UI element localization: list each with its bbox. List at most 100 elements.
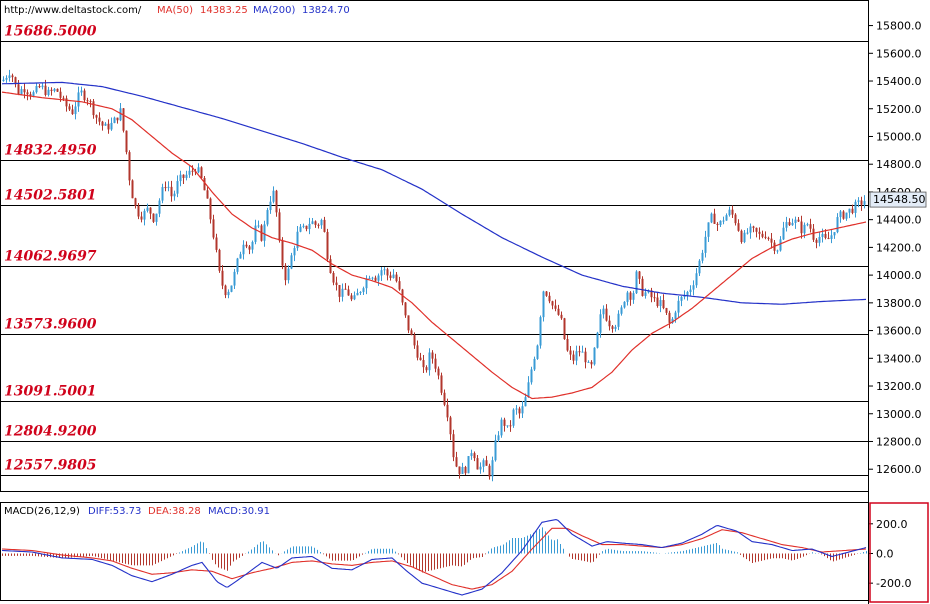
candle-body — [551, 301, 554, 306]
macd-value-label: MACD:30.91 — [208, 506, 270, 517]
candle-body — [299, 226, 302, 232]
candle-body — [215, 237, 218, 250]
candle-body — [695, 273, 698, 286]
level-label: 14502.5801 — [4, 188, 97, 204]
main-panel-frame — [0, 0, 869, 492]
candle-body — [452, 434, 455, 458]
candle-body — [71, 109, 74, 115]
candle-body — [326, 231, 329, 260]
y-tick-label: 14800.0 — [876, 158, 922, 171]
candle-body — [176, 181, 179, 194]
candle-body — [38, 86, 41, 88]
candle-body — [434, 358, 437, 369]
candle-body — [32, 92, 35, 97]
level-label: 12557.9805 — [4, 458, 97, 474]
candle-body — [494, 440, 497, 461]
y-tick-label: 13400.0 — [876, 352, 922, 365]
y-tick-label: 15400.0 — [876, 75, 922, 88]
candle-body — [527, 382, 530, 398]
candle-body — [797, 219, 800, 222]
candle-body — [794, 219, 797, 223]
candle-body — [497, 435, 500, 441]
last-price-tag: 14548.50 — [869, 191, 927, 208]
candle-body — [191, 170, 194, 172]
candle-body — [686, 292, 689, 296]
candle-body — [758, 231, 761, 234]
candle-body — [788, 222, 791, 226]
candle-body — [485, 460, 488, 466]
candle-body — [842, 211, 845, 219]
candle-body — [290, 255, 293, 269]
candle-body — [236, 258, 239, 272]
candle-body — [317, 224, 320, 226]
candle-body — [818, 236, 821, 243]
candle-body — [512, 409, 515, 426]
candle-body — [368, 277, 371, 279]
candle-body — [26, 92, 29, 95]
candle-body — [443, 392, 446, 405]
ma200-line — [1, 81, 867, 305]
y-tick-label: 13800.0 — [876, 297, 922, 310]
ma200-legend-value: 13824.70 — [302, 5, 350, 16]
candle-body — [182, 174, 185, 178]
candle-body — [722, 220, 725, 222]
candle-body — [596, 332, 599, 348]
last-price-label: 14548.50 — [873, 193, 926, 206]
candle-body — [359, 291, 362, 293]
candle-body — [830, 235, 833, 239]
candle-body — [242, 244, 245, 255]
candle-body — [203, 177, 206, 191]
candle-body — [776, 250, 779, 252]
y-tick-label: 15600.0 — [876, 47, 922, 60]
candle-body — [329, 259, 332, 273]
candle-body — [707, 222, 710, 237]
candle-body — [539, 317, 542, 346]
candle-body — [590, 361, 593, 365]
candle-body — [284, 265, 287, 281]
candle-body — [356, 292, 359, 296]
candle-body — [725, 215, 728, 221]
candle-body — [656, 297, 659, 307]
candle-body — [161, 187, 164, 201]
candle-body — [125, 130, 128, 153]
candle-body — [692, 285, 695, 290]
candle-body — [620, 307, 623, 314]
y-axis-ticks: 12600.0 12800.0 13000.0 13200.0 13400.0 13600… — [868, 20, 922, 476]
candle-body — [743, 232, 746, 243]
macd-y-axis-ticks: 200.0 0.0 -200.0 — [868, 518, 911, 590]
candle-body — [767, 237, 770, 239]
candle-body — [524, 397, 527, 407]
candle-body — [659, 300, 662, 307]
candle-body — [569, 350, 572, 355]
candle-body — [101, 121, 104, 126]
candle-body — [665, 308, 668, 313]
candle-body — [335, 282, 338, 286]
level-label: 14062.9697 — [4, 249, 97, 265]
candle-body — [5, 77, 8, 80]
candle-body — [668, 312, 671, 323]
candle-body — [41, 85, 44, 88]
candle-body — [323, 219, 326, 232]
candle-body — [218, 249, 221, 271]
candle-body — [269, 201, 272, 211]
candle-body — [167, 186, 170, 188]
candle-body — [23, 89, 26, 93]
support-resistance-levels: 15686.5000 14832.4950 14502.5801 14062.9697… — [0, 24, 868, 476]
candle-body — [623, 301, 626, 308]
candle-body — [506, 425, 509, 427]
candle-body — [122, 108, 125, 131]
candle-body — [44, 85, 47, 95]
candle-body — [578, 351, 581, 353]
candle-body — [254, 225, 257, 242]
candle-body — [251, 241, 254, 250]
candle-body — [383, 269, 386, 271]
ma200-legend-label: MA(200) — [253, 5, 295, 16]
candle-body — [287, 268, 290, 281]
level-label: 14832.4950 — [4, 143, 97, 159]
candle-body — [263, 224, 266, 241]
candle-body — [17, 84, 20, 95]
candle-body — [809, 224, 812, 229]
candles — [2, 69, 866, 482]
candle-body — [815, 239, 818, 243]
